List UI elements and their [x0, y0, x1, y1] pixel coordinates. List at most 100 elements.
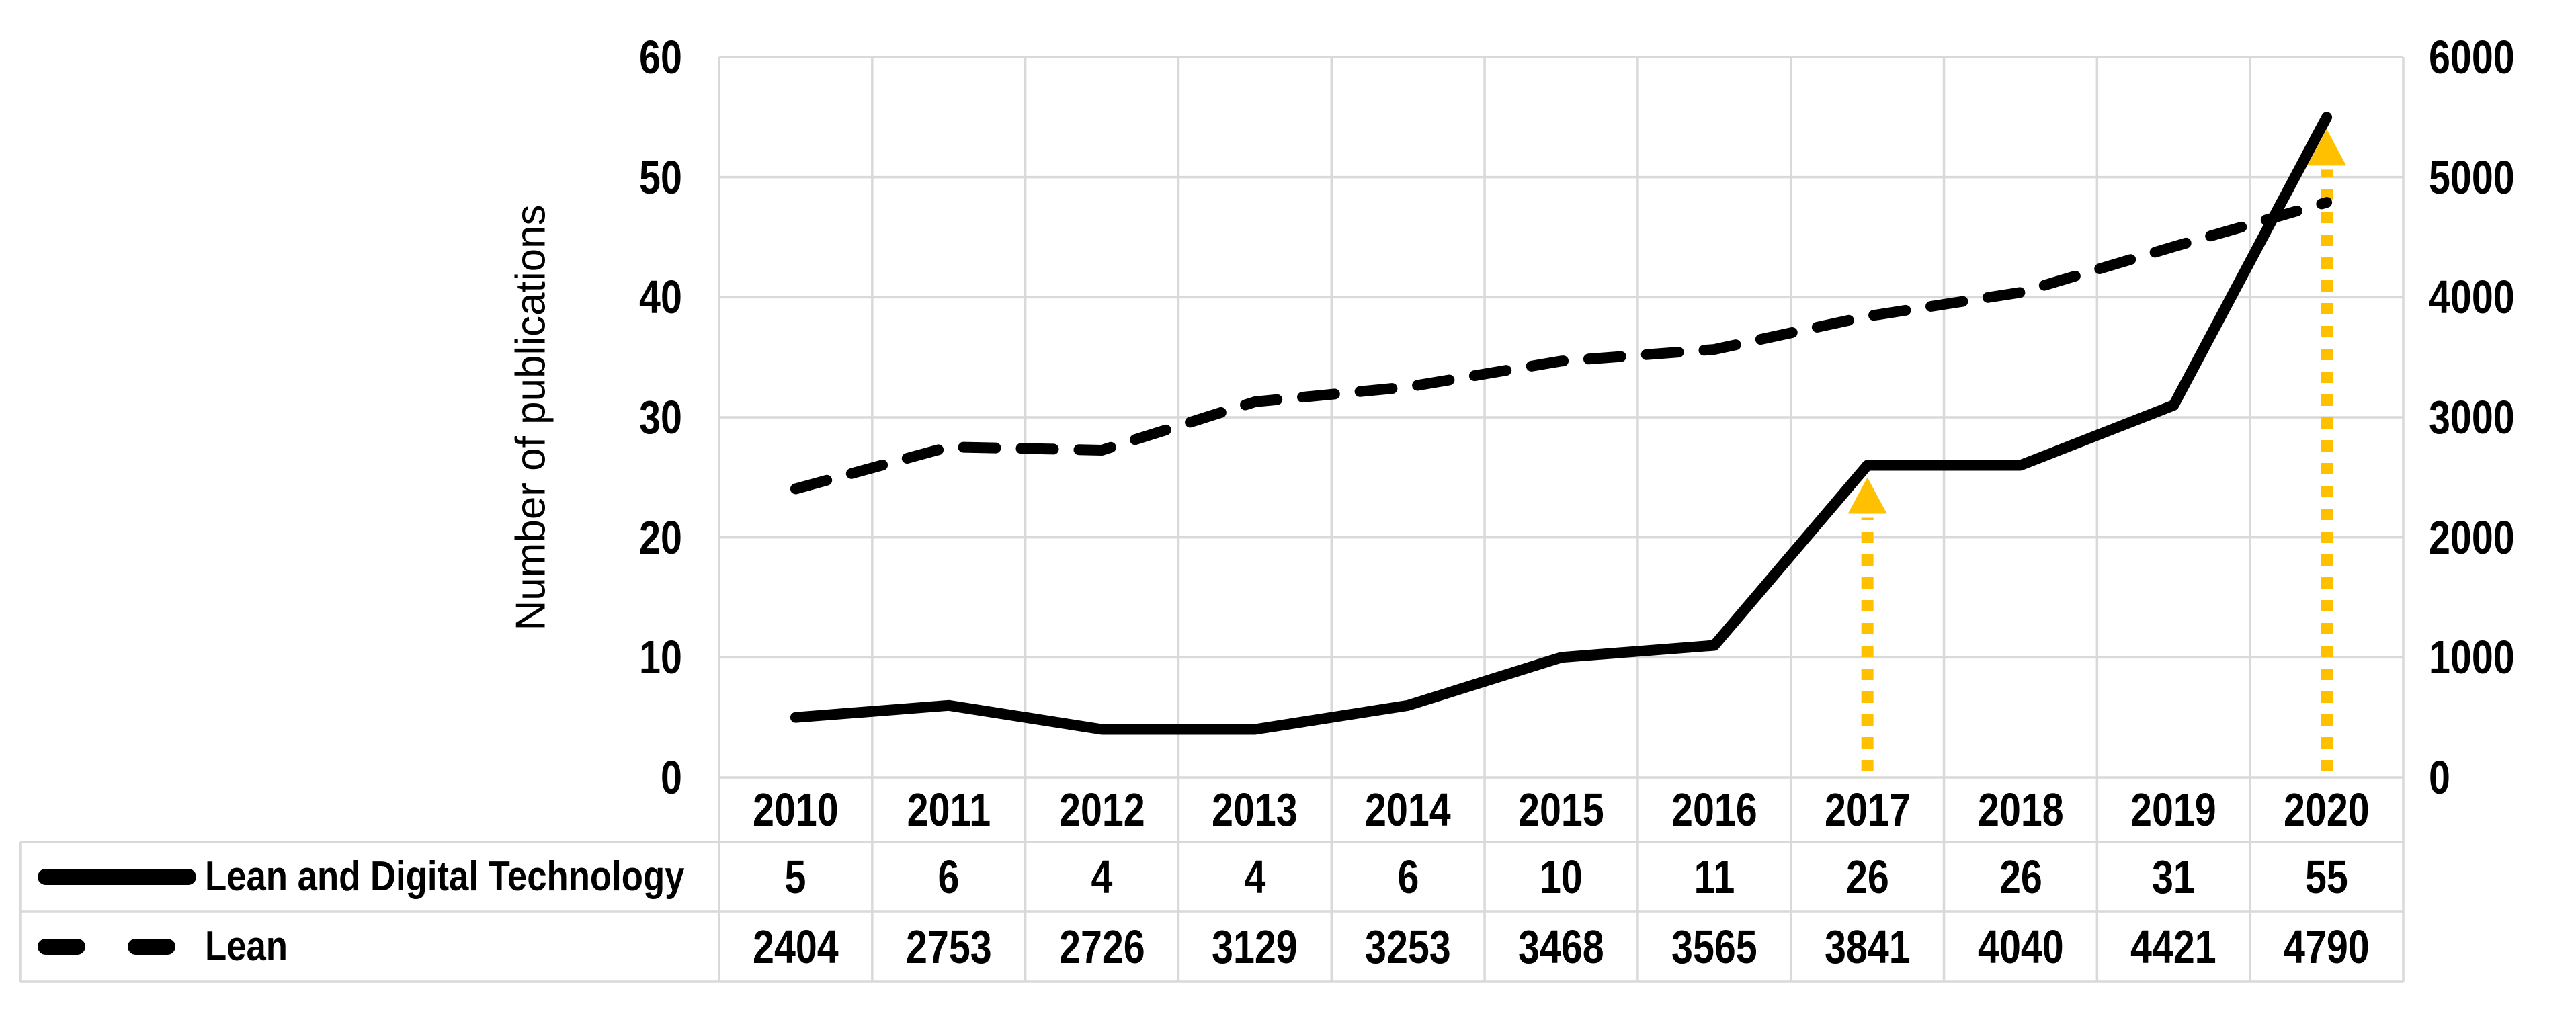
x-axis-label: 2011 — [872, 777, 1026, 842]
table-cell-text: 10 — [1540, 851, 1583, 903]
table-cell: 3565 — [1638, 912, 1791, 982]
y-axis-tick-right: 2000 — [2429, 504, 2576, 571]
y-axis-tick-right: 6000 — [2429, 24, 2576, 91]
legend-key-solid-line — [38, 869, 196, 885]
legend-label-text: Lean — [205, 923, 288, 970]
table-cell: 3468 — [1485, 912, 1638, 982]
series-line-lean — [790, 197, 2333, 495]
y-axis-tick-right-text: 4000 — [2429, 271, 2515, 324]
y-axis-tick-left-text: 50 — [639, 151, 682, 204]
y-axis-tick-right-text: 5000 — [2429, 151, 2515, 204]
legend-label-text: Lean and Digital Technology — [205, 853, 685, 900]
y-axis-tick-left: 50 — [514, 144, 682, 211]
y-axis-tick-right-text: 1000 — [2429, 631, 2515, 684]
table-cell-text: 26 — [1999, 851, 2042, 903]
x-axis-label-text: 2015 — [1518, 783, 1604, 836]
table-cell-text: 6 — [1397, 851, 1419, 903]
y-axis-tick-left: 20 — [514, 504, 682, 571]
y-axis-tick-right: 3000 — [2429, 384, 2576, 451]
table-cell-text: 4040 — [1977, 921, 2064, 973]
y-axis-tick-left: 0 — [514, 744, 682, 811]
x-axis-label-text: 2018 — [1977, 783, 2064, 836]
annotation-arrow-2020 — [2307, 129, 2347, 771]
y-axis-tick-left-text: 60 — [639, 31, 682, 83]
table-cell-text: 11 — [1694, 851, 1735, 903]
x-axis-label-text: 2012 — [1058, 783, 1145, 836]
table-cell-text: 26 — [1845, 851, 1889, 903]
legend-key-dashed-line — [38, 939, 85, 955]
y-axis-tick-left-text: 20 — [639, 511, 682, 564]
x-axis-label: 2019 — [2097, 777, 2250, 842]
x-axis-label-text: 2010 — [753, 783, 839, 836]
legend-label: Lean — [205, 912, 716, 982]
y-axis-tick-right: 1000 — [2429, 624, 2576, 691]
arrow-head-icon — [1847, 477, 1887, 514]
series-line-lean-and-digital-technology — [790, 112, 2333, 735]
table-cell: 3253 — [1331, 912, 1485, 982]
table-cell-text: 5 — [784, 851, 806, 903]
table-cell-text: 2753 — [905, 921, 992, 973]
table-cell-text: 2404 — [753, 921, 839, 973]
y-axis-tick-left-text: 0 — [661, 751, 682, 804]
y-axis-tick-right: 5000 — [2429, 144, 2576, 211]
table-cell: 4421 — [2097, 912, 2250, 982]
legend-key-dashed-line — [128, 939, 175, 955]
x-axis-label: 2012 — [1026, 777, 1179, 842]
table-cell-text: 4 — [1091, 851, 1113, 903]
table-cell: 55 — [2250, 842, 2403, 912]
table-cell: 4 — [1026, 842, 1179, 912]
x-axis-label-text: 2016 — [1671, 783, 1757, 836]
y-axis-tick-right-text: 3000 — [2429, 391, 2515, 443]
table-cell: 10 — [1485, 842, 1638, 912]
x-axis-label-text: 2017 — [1824, 783, 1911, 836]
legend-label: Lean and Digital Technology — [205, 842, 716, 912]
table-cell-text: 3253 — [1365, 921, 1452, 973]
table-cell: 31 — [2097, 842, 2250, 912]
y-axis-tick-left-text: 10 — [639, 631, 682, 684]
table-cell-text: 4 — [1244, 851, 1266, 903]
table-cell: 4040 — [1944, 912, 2097, 982]
table-cell-text: 3468 — [1518, 921, 1604, 973]
table-cell: 2753 — [872, 912, 1026, 982]
table-cell: 4790 — [2250, 912, 2403, 982]
table-cell-text: 3565 — [1671, 921, 1757, 973]
y-axis-tick-left-text: 40 — [639, 271, 682, 324]
x-axis-label: 2020 — [2250, 777, 2403, 842]
arrow-head-icon — [2307, 129, 2347, 166]
table-cell: 11 — [1638, 842, 1791, 912]
x-axis-label-text: 2014 — [1365, 783, 1452, 836]
table-cell-text: 4790 — [2284, 921, 2370, 973]
x-axis-label: 2015 — [1485, 777, 1638, 842]
table-cell-text: 3129 — [1212, 921, 1298, 973]
y-axis-tick-right: 0 — [2429, 744, 2576, 811]
x-axis-label-text: 2019 — [2130, 783, 2217, 836]
x-axis-label: 2018 — [1944, 777, 2097, 842]
table-cell-text: 4421 — [2130, 921, 2217, 973]
table-cell: 4 — [1178, 842, 1331, 912]
x-axis-label: 2010 — [719, 777, 872, 842]
y-axis-tick-left: 60 — [514, 24, 682, 91]
x-axis-label: 2017 — [1791, 777, 1944, 842]
x-axis-label-text: 2013 — [1212, 783, 1298, 836]
table-cell: 3841 — [1791, 912, 1944, 982]
table-cell: 6 — [872, 842, 1026, 912]
y-axis-tick-left-text: 30 — [639, 391, 682, 443]
y-axis-tick-right-text: 2000 — [2429, 511, 2515, 564]
table-cell: 26 — [1944, 842, 2097, 912]
table-cell: 26 — [1791, 842, 1944, 912]
table-cell: 5 — [719, 842, 872, 912]
annotation-arrow-2017 — [1847, 477, 1887, 771]
x-axis-label: 2013 — [1178, 777, 1331, 842]
table-cell: 2726 — [1026, 912, 1179, 982]
table-cell-text: 3841 — [1824, 921, 1911, 973]
table-cell: 6 — [1331, 842, 1485, 912]
y-axis-tick-left: 30 — [514, 384, 682, 451]
y-axis-tick-right: 4000 — [2429, 263, 2576, 331]
x-axis-label: 2014 — [1331, 777, 1485, 842]
table-cell-text: 2726 — [1058, 921, 1145, 973]
y-axis-tick-left: 40 — [514, 263, 682, 331]
x-axis-label-text: 2011 — [907, 783, 991, 836]
table-cell: 2404 — [719, 912, 872, 982]
